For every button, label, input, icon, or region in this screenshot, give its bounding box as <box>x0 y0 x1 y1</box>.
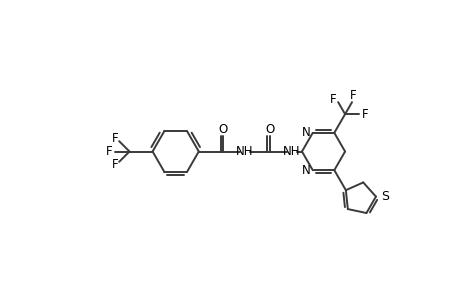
Text: F: F <box>329 93 336 106</box>
Text: NH: NH <box>282 145 299 158</box>
Text: F: F <box>349 89 356 103</box>
Text: S: S <box>381 190 388 203</box>
Text: F: F <box>112 132 118 145</box>
Text: O: O <box>264 123 274 136</box>
Text: F: F <box>361 108 368 121</box>
Text: F: F <box>105 145 112 158</box>
Text: N: N <box>301 164 310 177</box>
Text: N: N <box>301 126 310 139</box>
Text: O: O <box>218 123 228 136</box>
Text: NH: NH <box>236 145 253 158</box>
Text: F: F <box>112 158 118 171</box>
